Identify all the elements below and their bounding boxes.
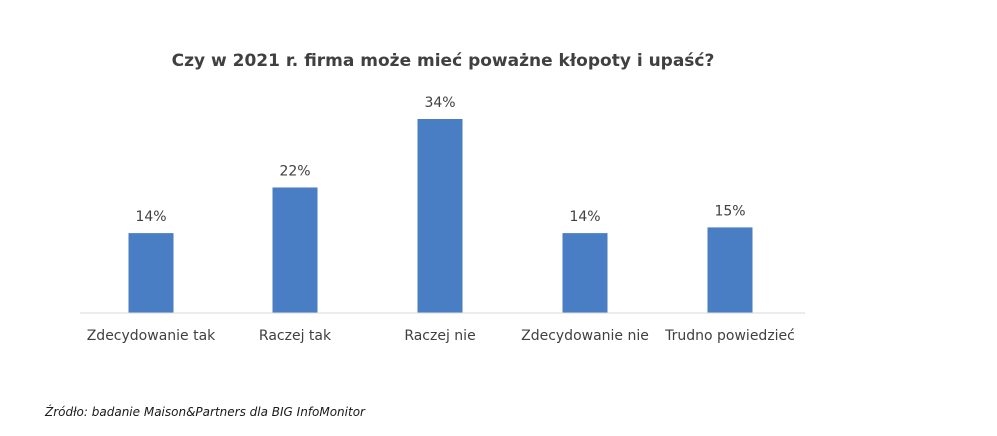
chart-panel: Czy w 2021 r. firma może mieć poważne kł… [60,12,816,378]
value-label-5: 15% [714,203,745,219]
value-label-4: 14% [569,209,600,225]
value-label-2: 22% [279,163,310,179]
category-label-5: Trudno powiedzieć [664,328,795,344]
bars-group [128,119,753,313]
source-note: Źródło: badanie Maison&Partners dla BIG … [45,405,365,419]
bar-1 [128,233,174,313]
value-label-3: 34% [424,95,455,111]
bar-chart: Czy w 2021 r. firma może mieć poważne kł… [80,51,805,344]
bar-4 [562,233,608,313]
bar-2 [272,187,318,313]
category-label-3: Raczej nie [404,328,475,344]
category-label-2: Raczej tak [259,328,332,344]
bar-5 [707,227,753,313]
labels-group: 14% Zdecydowanie tak 22% Raczej tak 34% Racze… [87,95,795,344]
chart-title: Czy w 2021 r. firma może mieć poważne kł… [172,51,715,71]
category-label-1: Zdecydowanie tak [87,328,216,344]
category-label-4: Zdecydowanie nie [521,328,649,344]
bar-3 [417,119,463,313]
value-label-1: 14% [135,209,166,225]
